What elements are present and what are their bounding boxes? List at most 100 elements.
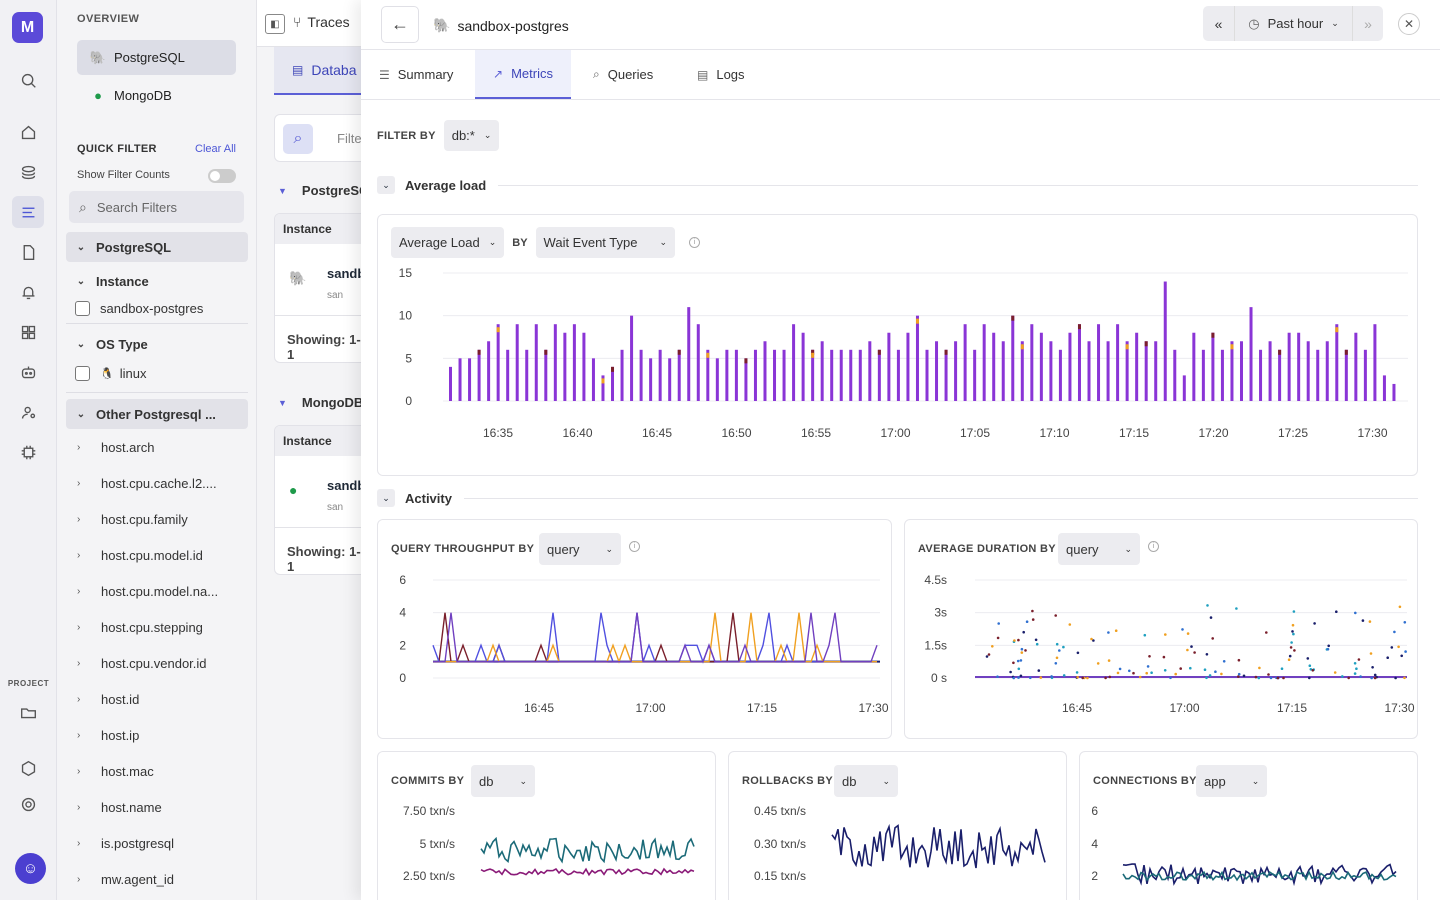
db-item-postgresql[interactable]: 🐘 PostgreSQL <box>77 40 236 75</box>
rollbacks-group-select[interactable]: db ⌄ <box>834 765 899 797</box>
load-bar <box>1259 349 1263 401</box>
table-row[interactable]: 🐘 sandb san <box>275 244 366 316</box>
time-range-select[interactable]: ◷ Past hour ⌄ <box>1235 6 1353 41</box>
attr-label: host.mac <box>101 763 154 779</box>
attr-item[interactable]: › is.postgresql <box>77 831 174 855</box>
connections-group-select[interactable]: app ⌄ <box>1196 765 1268 797</box>
filter-counts-toggle[interactable] <box>208 169 236 183</box>
group-by-select[interactable]: Wait Event Type ⌄ <box>535 227 676 258</box>
group-mongodb[interactable]: ▼ MongoDB <box>278 395 363 410</box>
duration-point <box>1086 676 1089 680</box>
chevron-down-icon: ⌄ <box>76 338 86 350</box>
info-icon[interactable]: i <box>629 541 640 552</box>
db-item-mongodb[interactable]: ● MongoDB <box>77 78 236 113</box>
file-icon[interactable] <box>12 236 44 268</box>
gear-icon[interactable] <box>12 788 44 820</box>
showing-count: Showing: 1-1 <box>287 544 361 574</box>
traces-link[interactable]: ⑂ Traces <box>293 14 350 30</box>
attr-item[interactable]: › host.cpu.stepping <box>77 615 203 639</box>
group-postgres[interactable]: ▼ PostgreSQ <box>278 183 369 198</box>
clear-all-link[interactable]: Clear All <box>195 143 236 155</box>
commits-group-select[interactable]: db ⌄ <box>471 765 536 797</box>
checkbox[interactable] <box>75 301 90 316</box>
info-icon[interactable]: i <box>1148 541 1159 552</box>
section-activity[interactable]: ⌄ Activity <box>377 489 1418 507</box>
back-button[interactable]: ← <box>381 6 419 43</box>
duration-group-select[interactable]: query ⌄ <box>1058 533 1141 565</box>
throughput-group-select[interactable]: query ⌄ <box>539 533 622 565</box>
filter-search-input[interactable]: ⌕ Search Filters <box>69 191 244 223</box>
attr-item[interactable]: › host.mac <box>77 759 154 783</box>
section-os-type[interactable]: ⌄ OS Type <box>66 329 248 359</box>
attr-item[interactable]: › host.cpu.model.na... <box>77 579 218 603</box>
database-icon: ▤ <box>292 63 304 77</box>
next-range-button[interactable]: » <box>1353 6 1383 41</box>
tab-summary[interactable]: ☰ Summary <box>361 50 471 99</box>
attr-label: host.cpu.family <box>101 511 188 527</box>
list-icon[interactable] <box>12 196 44 228</box>
y-tick-label: 0 <box>399 671 406 685</box>
load-bar <box>1392 383 1396 401</box>
alert-icon[interactable] <box>12 276 44 308</box>
collapse-panel-icon[interactable]: ◧ <box>265 14 285 34</box>
filter-by-select[interactable]: db:* ⌄ <box>443 120 500 151</box>
tab-databases[interactable]: ▤ Databa <box>274 47 367 95</box>
duration-point <box>1145 671 1148 675</box>
chevron-right-icon: › <box>77 585 81 597</box>
chip-icon[interactable] <box>12 436 44 468</box>
attr-item[interactable]: › host.ip <box>77 723 139 747</box>
layers-icon[interactable] <box>12 156 44 188</box>
load-bar <box>858 349 862 401</box>
attr-item[interactable]: › mw.agent_id <box>77 867 174 891</box>
load-bar <box>1087 341 1091 401</box>
chevron-down-icon: ⌄ <box>1331 18 1339 28</box>
time-range-picker: « ◷ Past hour ⌄ » <box>1203 6 1383 41</box>
load-bar-segment <box>1144 341 1148 347</box>
app-logo[interactable]: M <box>12 12 43 43</box>
arrow-left-icon: ← <box>391 14 409 34</box>
load-bar <box>1382 375 1386 401</box>
dashboard-icon[interactable] <box>12 316 44 348</box>
user-avatar[interactable]: ☺ <box>15 853 46 884</box>
checkbox[interactable] <box>75 366 90 381</box>
duration-point <box>1205 676 1208 680</box>
os-checkbox[interactable]: 🐧 linux <box>75 366 146 381</box>
x-tick-label: 17:25 <box>1278 426 1308 440</box>
prev-range-button[interactable]: « <box>1203 6 1235 41</box>
bot-icon[interactable] <box>12 356 44 388</box>
section-average-load[interactable]: ⌄ Average load <box>377 176 1418 194</box>
close-button[interactable]: ✕ <box>1398 13 1420 35</box>
section-postgresql[interactable]: ⌄ PostgreSQL <box>66 232 248 262</box>
attr-item[interactable]: › host.cpu.model.id <box>77 543 203 567</box>
attr-item[interactable]: › host.id <box>77 687 139 711</box>
section-instance[interactable]: ⌄ Instance <box>66 266 248 296</box>
attr-item[interactable]: › host.arch <box>77 435 154 459</box>
duration-point <box>1398 605 1402 609</box>
load-bar <box>1030 324 1034 401</box>
connections-chart: 6 4 2 <box>1091 804 1397 887</box>
user-search-icon[interactable] <box>12 396 44 428</box>
instance-checkbox[interactable]: sandbox-postgres <box>75 301 203 316</box>
home-icon[interactable] <box>12 116 44 148</box>
table-row[interactable]: ● sandb san <box>275 456 366 528</box>
cube-icon[interactable] <box>12 752 44 784</box>
load-bar <box>811 349 815 401</box>
load-bar <box>658 349 662 401</box>
search-icon[interactable] <box>12 64 44 96</box>
load-bar <box>1211 332 1215 401</box>
section-other-postgresql[interactable]: ⌄ Other Postgresql ... <box>66 399 248 429</box>
attr-item[interactable]: › host.cpu.vendor.id <box>77 651 207 675</box>
attr-item[interactable]: › host.name <box>77 795 162 819</box>
metric-select[interactable]: Average Load ⌄ <box>391 227 505 258</box>
folder-icon[interactable] <box>12 696 44 728</box>
tab-metrics[interactable]: ↗ Metrics <box>475 50 571 99</box>
load-bar <box>534 324 538 401</box>
db-search[interactable]: ⌕ Filte <box>274 114 367 162</box>
tab-logs[interactable]: ▤ Logs <box>679 50 763 99</box>
load-bar <box>1344 349 1348 401</box>
info-icon[interactable]: i <box>689 237 701 248</box>
tab-queries[interactable]: ⌕ Queries <box>575 50 671 99</box>
attr-item[interactable]: › host.cpu.family <box>77 507 188 531</box>
attr-item[interactable]: › host.cpu.cache.l2.... <box>77 471 217 495</box>
x-tick-label: 16:40 <box>562 426 592 440</box>
